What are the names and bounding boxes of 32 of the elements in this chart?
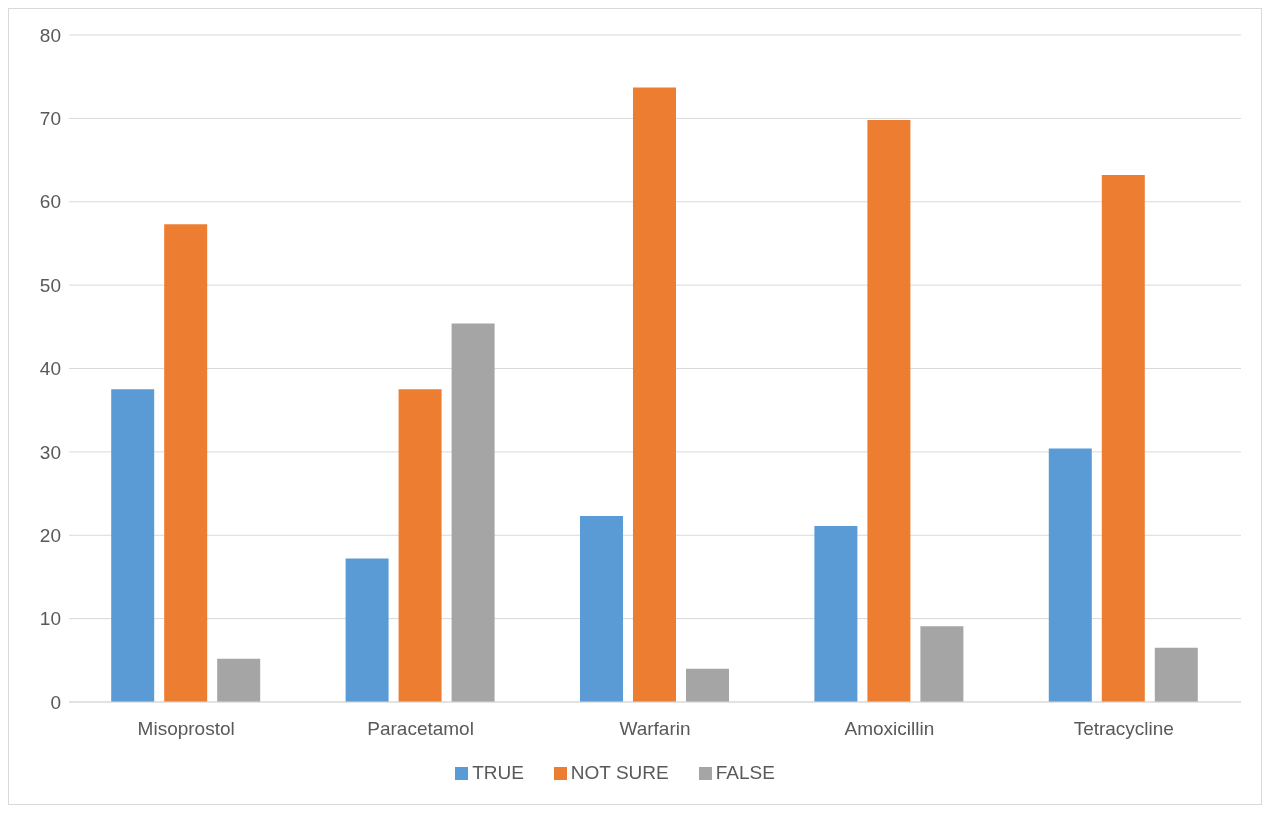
bar: [398, 389, 442, 702]
bar: [1048, 448, 1092, 702]
bar: [345, 558, 389, 702]
bar: [111, 389, 155, 702]
y-tick-label: 30: [39, 441, 61, 463]
bar: [579, 516, 623, 702]
bar: [632, 87, 676, 702]
bar: [451, 323, 495, 702]
bar: [217, 658, 261, 702]
legend-label: FALSE: [715, 762, 775, 783]
legend-label: TRUE: [472, 762, 524, 783]
y-tick-label: 20: [39, 524, 61, 546]
y-tick-label: 10: [39, 608, 61, 630]
bar: [164, 224, 208, 702]
x-tick-label: Misoprostol: [137, 718, 235, 740]
bar: [1101, 175, 1145, 702]
x-tick-label: Amoxicillin: [844, 718, 935, 740]
x-tick-label: Paracetamol: [367, 718, 474, 740]
legend-label: NOT SURE: [570, 762, 669, 783]
x-tick-label: Tetracycline: [1073, 718, 1174, 740]
bar: [685, 668, 729, 702]
bar: [814, 526, 858, 702]
y-tick-label: 60: [39, 191, 61, 213]
y-tick-label: 50: [39, 274, 61, 296]
y-tick-label: 40: [39, 358, 61, 380]
bar: [867, 120, 911, 702]
bar: [920, 626, 964, 702]
bar: [1154, 647, 1198, 702]
y-tick-label: 70: [39, 108, 61, 130]
x-tick-label: Warfarin: [619, 718, 691, 740]
y-tick-label: 0: [50, 691, 61, 713]
y-tick-label: 80: [39, 24, 61, 46]
